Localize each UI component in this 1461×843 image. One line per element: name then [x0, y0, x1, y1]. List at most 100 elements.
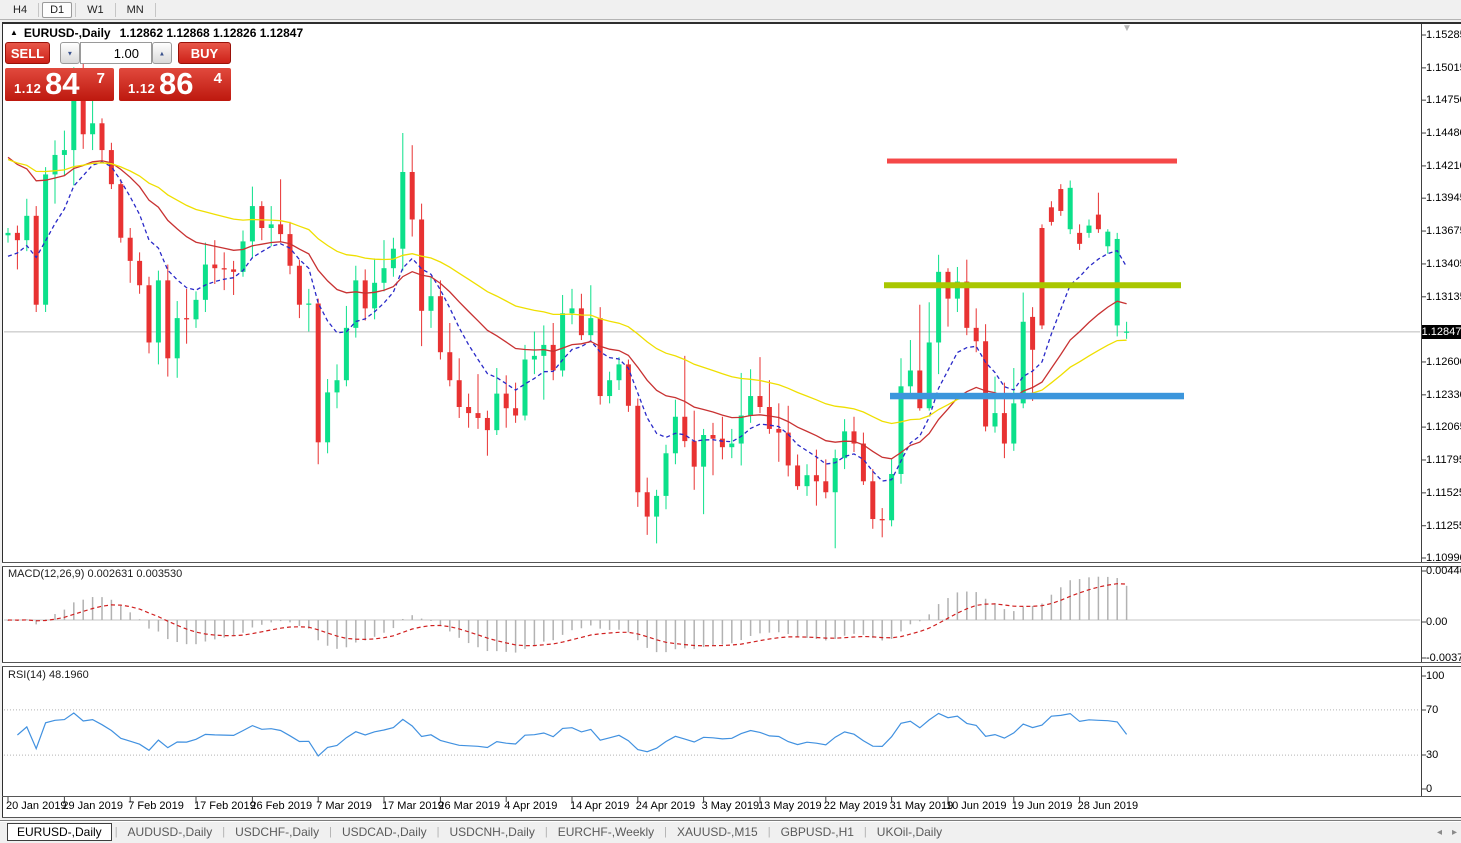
macd-axis-label: 0.004465 — [1426, 565, 1461, 577]
price-axis-label: 1.13135 — [1426, 290, 1461, 303]
chart-window — [2, 22, 1461, 818]
chart-symbol-label: EURUSD-,Daily — [23, 26, 111, 40]
volume-increase-button[interactable]: ▲ — [152, 42, 172, 64]
tab-scroll-left-icon[interactable]: ◂ — [1436, 826, 1442, 838]
buy-price-prefix: 1.12 — [128, 81, 156, 96]
price-axis-label: 1.14480 — [1426, 127, 1461, 140]
timeframe-button-d1[interactable]: D1 — [42, 1, 73, 18]
date-axis-label: 29 Jan 2019 — [62, 800, 123, 812]
volume-input[interactable] — [80, 42, 152, 64]
date-axis-label: 19 Jun 2019 — [1011, 800, 1073, 812]
buy-price-box[interactable]: 1.12 86 4 — [119, 66, 231, 101]
sell-price-box[interactable]: 1.12 84 7 — [5, 66, 114, 101]
tab-separator: | — [436, 825, 440, 838]
price-axis-label: 1.12600 — [1426, 355, 1461, 368]
date-axis-label: 24 Apr 2019 — [635, 800, 696, 812]
price-axis-label: 1.15285 — [1426, 29, 1461, 41]
chevron-up-icon: ▲ — [158, 49, 166, 57]
rsi-axis-label: 0 — [1426, 783, 1433, 795]
date-axis-label: 7 Mar 2019 — [316, 800, 372, 812]
collapse-panel-icon[interactable]: ▲ — [10, 28, 18, 37]
volume-decrease-button[interactable]: ▼ — [60, 42, 80, 64]
tab-xauusd-m15[interactable]: XAUUSD-,M15 — [677, 824, 758, 839]
price-axis-label: 1.13675 — [1426, 225, 1461, 238]
date-axis-label: 3 May 2019 — [701, 800, 760, 812]
rsi-indicator-label: RSI(14) 48.1960 — [8, 669, 89, 681]
chart-shift-marker-icon[interactable]: ▼ — [1122, 23, 1132, 34]
sell-button[interactable]: SELL — [5, 42, 50, 64]
macd-axis-label: 0.00 — [1426, 616, 1448, 628]
rsi-axis-label: 30 — [1426, 749, 1439, 761]
tab-separator: | — [767, 825, 771, 838]
buy-price-pip: 4 — [213, 70, 222, 87]
timeframe-toolbar: H4 D1 W1 MN — [0, 0, 1461, 20]
sell-price-prefix: 1.12 — [14, 81, 42, 96]
chevron-down-icon: ▼ — [66, 49, 74, 57]
macd-indicator-label: MACD(12,26,9) 0.002631 0.003530 — [8, 568, 183, 580]
date-axis-label: 7 Feb 2019 — [128, 800, 184, 812]
current-price-tag: 1.12847 — [1421, 324, 1461, 339]
tab-separator: | — [329, 825, 332, 838]
price-axis-label: 1.11525 — [1426, 486, 1461, 499]
tab-separator: | — [114, 825, 118, 838]
date-axis-divider — [2, 817, 1461, 818]
date-axis-label: 20 Jan 2019 — [6, 800, 67, 812]
date-axis-label: 22 May 2019 — [823, 800, 888, 812]
tab-eurchf-weekly[interactable]: EURCHF-,Weekly — [557, 824, 655, 839]
price-axis-label: 1.13405 — [1426, 257, 1461, 270]
toolbar-separator — [154, 2, 156, 17]
date-axis-label: 26 Feb 2019 — [250, 800, 313, 812]
timeframe-button-mn[interactable]: MN — [126, 3, 144, 16]
tab-separator: | — [222, 825, 226, 838]
tab-usdcad-daily[interactable]: USDCAD-,Daily — [341, 824, 427, 839]
price-axis-label: 1.14750 — [1426, 94, 1461, 107]
chart-macd-divider[interactable] — [2, 562, 1461, 567]
macd-axis-label: -0.003715 — [1426, 652, 1461, 664]
rsi-axis-label: 100 — [1426, 670, 1445, 682]
tab-gbpusd-h1[interactable]: GBPUSD-,H1 — [780, 824, 854, 839]
price-axis-label: 1.12330 — [1426, 388, 1461, 401]
date-axis-label: 10 Jun 2019 — [946, 800, 1007, 812]
tab-usdchf-daily[interactable]: USDCHF-,Daily — [235, 824, 320, 839]
tab-scroll-right-icon[interactable]: ▸ — [1451, 826, 1457, 838]
date-axis-label: 28 Jun 2019 — [1077, 800, 1139, 812]
tab-usdcnh-daily[interactable]: USDCNH-,Daily — [449, 824, 535, 839]
tab-eurusd-daily[interactable]: EURUSD-,Daily — [7, 822, 112, 841]
date-axis-label: 17 Feb 2019 — [194, 800, 256, 812]
price-axis-label: 1.11795 — [1426, 453, 1461, 466]
price-axis-label: 1.11255 — [1426, 519, 1461, 532]
macd-rsi-divider[interactable] — [2, 662, 1461, 667]
price-axis-label: 1.15015 — [1426, 61, 1461, 74]
sell-price-pip: 7 — [96, 70, 105, 87]
price-axis-label: 1.14210 — [1426, 159, 1461, 172]
rsi-axis-label: 70 — [1426, 704, 1439, 716]
chart-title: ▲ EURUSD-,Daily 1.12862 1.12868 1.12826 1.… — [10, 26, 303, 40]
rsi-bottom-divider — [2, 796, 1461, 797]
tab-audusd-daily[interactable]: AUDUSD-,Daily — [127, 824, 213, 839]
buy-price-main: 86 — [159, 66, 194, 101]
symbol-tab-bar: ◂ ▸ EURUSD-,Daily | AUDUSD-,Daily | USDCHF-,… — [0, 820, 1461, 842]
date-axis-label: 13 May 2019 — [758, 800, 822, 812]
tab-separator: | — [863, 825, 867, 838]
tab-scroll-controls: ◂ ▸ — [1437, 821, 1457, 843]
price-axis-label: 1.13945 — [1426, 192, 1461, 205]
date-axis-label: 31 May 2019 — [889, 800, 954, 812]
tab-separator: | — [664, 825, 668, 838]
one-click-trading-panel: SELL ▼ ▲ BUY 1.12 84 7 1.12 86 4 — [5, 42, 231, 102]
chart-ohlc-values: 1.12862 1.12868 1.12826 1.12847 — [119, 26, 304, 40]
tab-separator: | — [544, 825, 548, 838]
toolbar-separator — [75, 2, 77, 17]
timeframe-button-h4[interactable]: H4 — [13, 3, 28, 16]
tab-ukoil-daily[interactable]: UKOil-,Daily — [876, 824, 943, 839]
date-axis-label: 17 Mar 2019 — [382, 800, 444, 812]
buy-button[interactable]: BUY — [178, 42, 231, 64]
date-axis-label: 4 Apr 2019 — [504, 800, 558, 812]
toolbar-separator — [38, 2, 40, 17]
toolbar-separator — [114, 2, 116, 17]
price-axis-label: 1.12065 — [1426, 421, 1461, 434]
date-axis-label: 14 Apr 2019 — [570, 800, 630, 812]
date-axis-label: 26 Mar 2019 — [438, 800, 501, 812]
timeframe-button-w1[interactable]: W1 — [87, 3, 104, 16]
